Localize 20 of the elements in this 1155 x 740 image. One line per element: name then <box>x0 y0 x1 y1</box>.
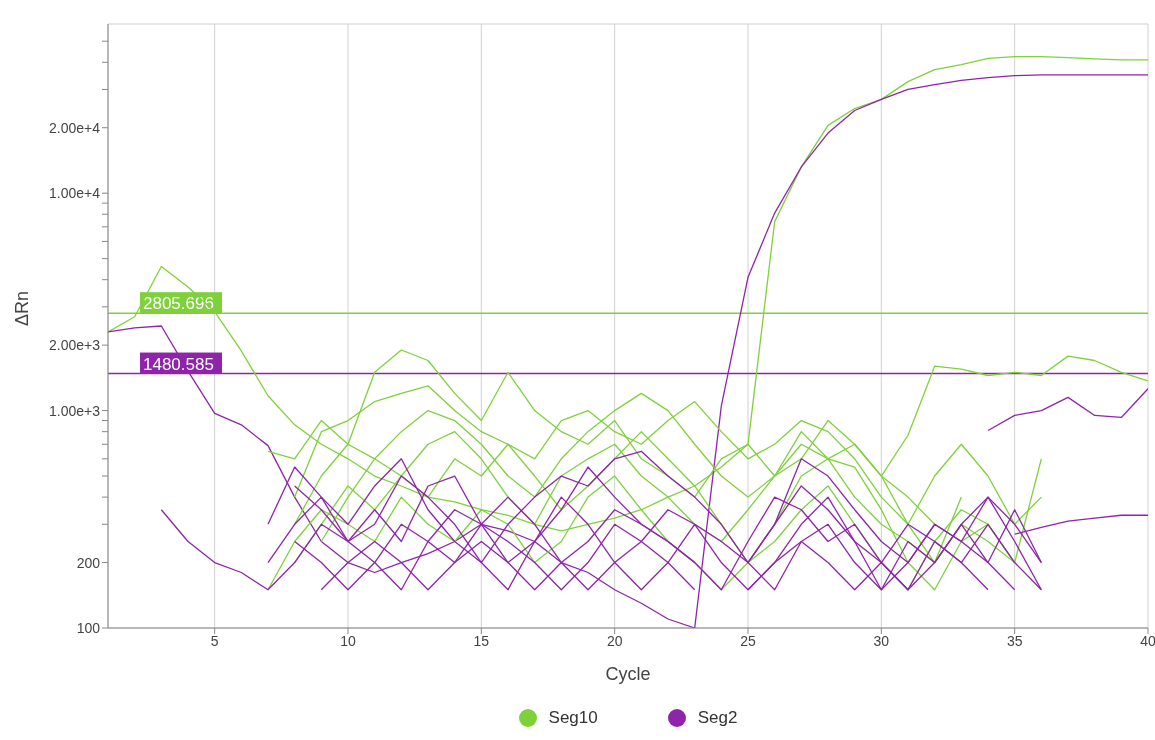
x-tick-label: 5 <box>210 632 219 649</box>
ref-line-label: 1480.585 <box>143 354 214 374</box>
x-tick-label: 20 <box>606 632 623 649</box>
x-tick-label: 40 <box>1140 632 1155 649</box>
ref-line-label: 2805.696 <box>143 294 214 314</box>
y-tick-label: 1.00e+4 <box>49 185 101 202</box>
legend-label: Seg10 <box>548 708 598 728</box>
x-tick-label: 10 <box>340 632 356 649</box>
y-tick-label: 200 <box>76 554 101 571</box>
x-tick-label: 35 <box>1006 632 1023 649</box>
x-tick-label: 30 <box>873 632 890 649</box>
y-tick-label: 2.00e+3 <box>49 337 101 354</box>
x-tick-label: 15 <box>473 632 490 649</box>
x-axis-title: Cycle <box>605 664 651 684</box>
legend-label: Seg2 <box>697 708 738 728</box>
y-tick-label: 100 <box>76 619 101 636</box>
x-tick-label: 25 <box>740 632 756 649</box>
y-tick-label: 1.00e+3 <box>49 402 101 419</box>
y-tick-label: 2.00e+4 <box>49 119 101 136</box>
y-axis-title: ΔRn <box>12 290 33 326</box>
